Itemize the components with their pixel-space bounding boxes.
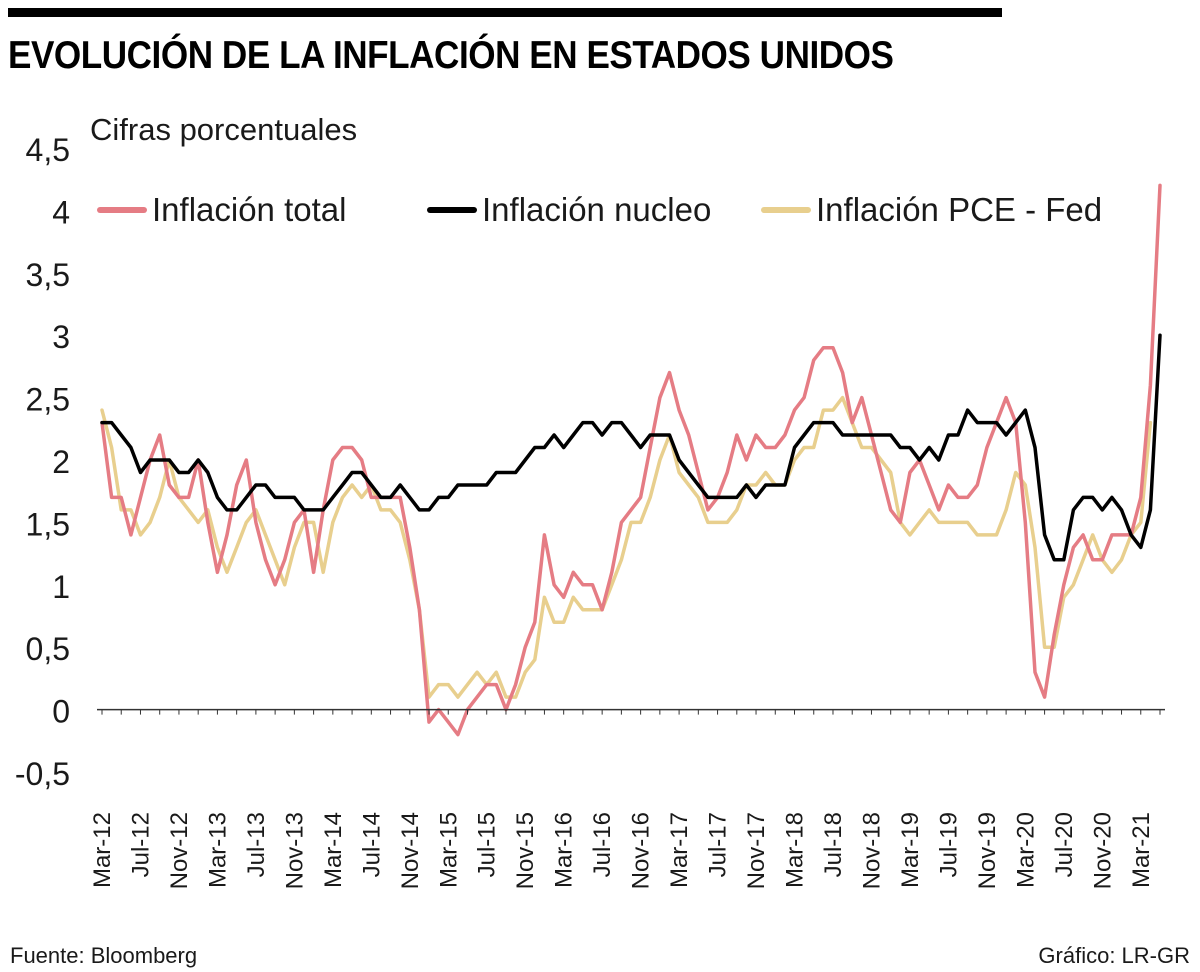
x-tick-label: Mar-19	[897, 812, 924, 888]
y-tick-label: 0,5	[26, 631, 70, 667]
credit-note: Gráfico: LR-GR	[1038, 943, 1190, 968]
y-tick-label: 3,5	[26, 257, 70, 293]
x-tick-label: Mar-16	[551, 812, 578, 888]
y-tick-label: 1	[52, 569, 70, 605]
x-tick-label: Mar-14	[320, 812, 347, 888]
x-tick-label: Jul-17	[705, 812, 732, 877]
x-tick-label: Jul-16	[589, 812, 616, 877]
chart-subtitle: Cifras porcentuales	[90, 112, 357, 147]
x-tick-label: Nov-17	[743, 812, 770, 889]
line-chart: Cifras porcentuales -0,5 0 0,5 1 1,5 2 2,5 3 3,5…	[15, 112, 1165, 889]
y-tick-label: 0	[52, 694, 70, 730]
x-tick-label: Nov-12	[166, 812, 193, 889]
y-tick-label: 4	[52, 194, 70, 230]
x-tick-label: Mar-21	[1128, 812, 1155, 888]
x-tick-label: Jul-20	[1051, 812, 1078, 877]
y-tick-label: 2,5	[26, 382, 70, 418]
x-tick-label: Nov-15	[512, 812, 539, 889]
y-tick-label: -0,5	[15, 756, 70, 792]
series-line-total	[100, 183, 1162, 737]
x-tick-label: Nov-14	[397, 812, 424, 889]
x-tick-label: Mar-13	[204, 812, 231, 888]
legend-label: Inflación total	[152, 191, 346, 228]
x-tick-label: Nov-20	[1089, 812, 1116, 889]
legend-label: Inflación nucleo	[482, 191, 711, 228]
x-tick-label: Jul-18	[820, 812, 847, 877]
x-tick-label: Nov-19	[974, 812, 1001, 889]
x-tick-label: Jul-14	[358, 812, 385, 877]
y-tick-label: 1,5	[26, 506, 70, 542]
legend-label: Inflación PCE - Fed	[816, 191, 1102, 228]
x-tick-label: Nov-16	[628, 812, 655, 889]
series-line-pce	[100, 395, 1153, 699]
x-tick-label: Mar-12	[89, 812, 116, 888]
source-note: Fuente: Bloomberg	[10, 943, 198, 968]
y-tick-label: 4,5	[26, 132, 70, 168]
x-tick-label: Jul-15	[474, 812, 501, 877]
y-tick-label: 3	[52, 319, 70, 355]
series-line-core	[100, 333, 1162, 562]
x-tick-label: Mar-18	[782, 812, 809, 888]
top-rule	[8, 8, 1002, 17]
x-tick-label: Mar-20	[1012, 812, 1039, 888]
x-tick-label: Jul-19	[935, 812, 962, 877]
x-tick-label: Mar-17	[666, 812, 693, 888]
x-tick-label: Mar-15	[435, 812, 462, 888]
chart-title: EVOLUCIÓN DE LA INFLACIÓN EN ESTADOS UNI…	[8, 34, 894, 77]
x-tick-label: Nov-18	[858, 812, 885, 889]
x-tick-label: Nov-13	[281, 812, 308, 889]
x-tick-label: Jul-12	[127, 812, 154, 877]
y-tick-label: 2	[52, 444, 70, 480]
x-tick-label: Jul-13	[243, 812, 270, 877]
